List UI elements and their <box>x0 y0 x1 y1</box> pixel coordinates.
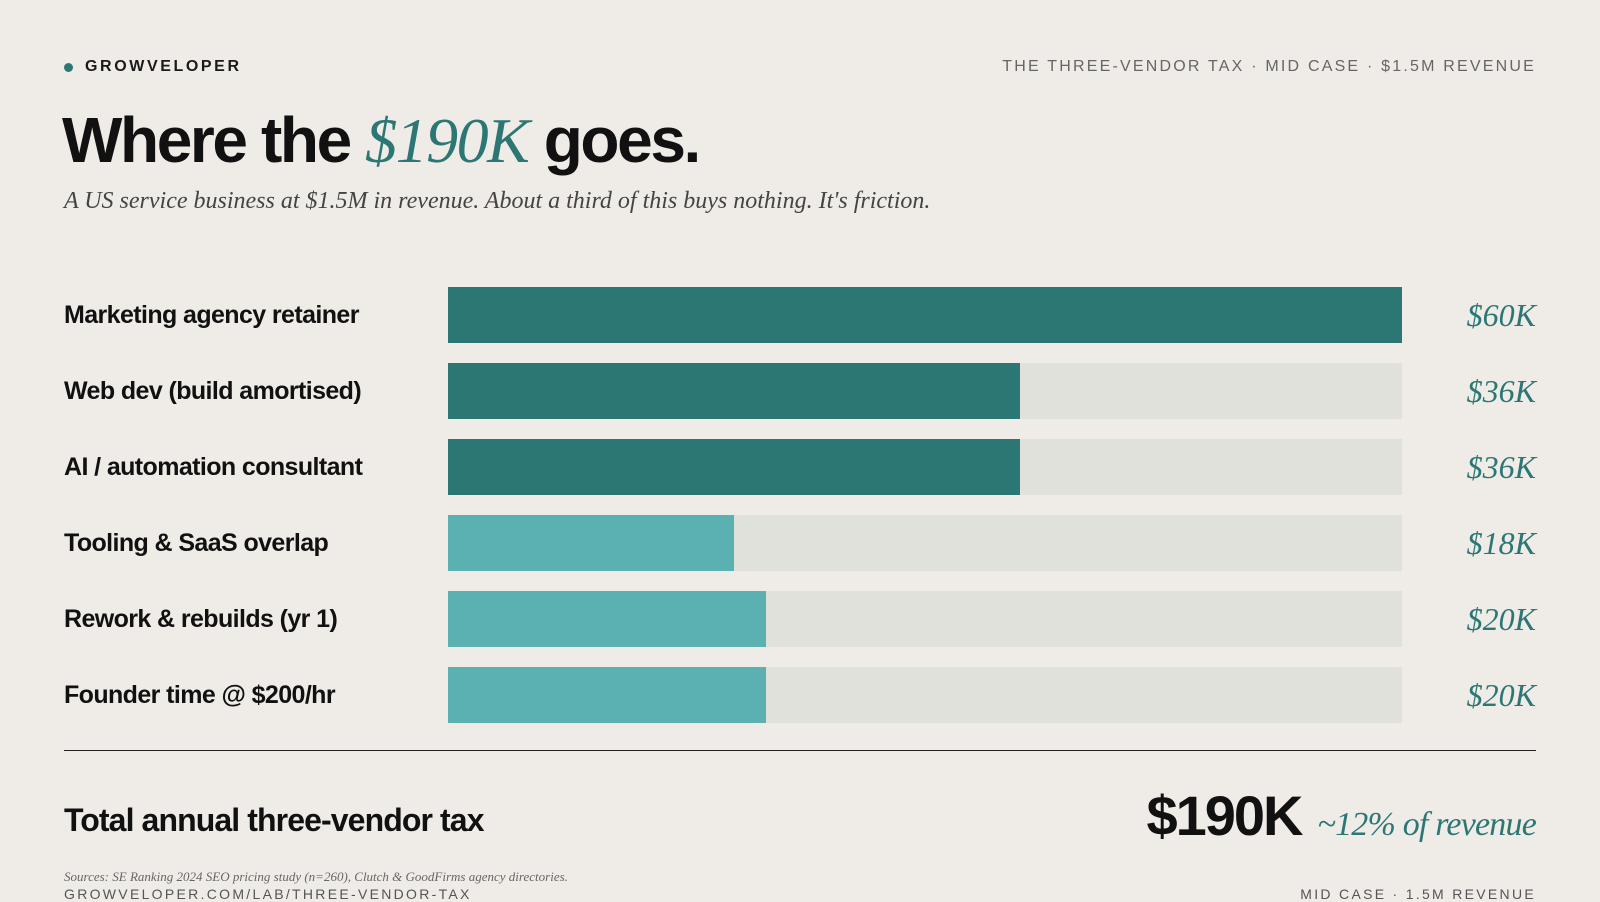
sources-note: Sources: SE Ranking 2024 SEO pricing stu… <box>64 869 568 884</box>
page-subtitle: A US service business at $1.5M in revenu… <box>64 188 931 214</box>
total-label: Total annual three-vendor tax <box>64 802 485 838</box>
brand-dot-icon <box>64 62 73 72</box>
bar-track <box>448 515 1402 571</box>
bar <box>448 439 1021 495</box>
chart-row: Marketing agency retainer $60K <box>64 287 1536 343</box>
bar <box>448 363 1021 419</box>
value-label: $36K <box>1466 449 1536 485</box>
chart-row: Tooling & SaaS overlap $18K <box>64 515 1536 571</box>
total-value: $190K <box>1146 784 1303 847</box>
category-label: Marketing agency retainer <box>64 301 359 329</box>
footer-url: GROWVELOPER.COM/LAB/THREE-VENDOR-TAX <box>64 886 472 902</box>
value-label: $60K <box>1466 297 1536 333</box>
bar <box>448 591 766 647</box>
bar <box>448 287 1402 343</box>
chart-row: Founder time @ $200/hr $20K <box>64 667 1536 723</box>
category-label: Tooling & SaaS overlap <box>64 529 329 557</box>
category-label: Rework & rebuilds (yr 1) <box>64 605 338 633</box>
value-label: $18K <box>1466 525 1536 561</box>
header-context: THE THREE-VENDOR TAX · MID CASE · $1.5M … <box>1002 58 1536 75</box>
brand: GROWVELOPER <box>64 58 242 76</box>
value-label: $36K <box>1466 373 1536 409</box>
chart-row: Rework & rebuilds (yr 1) $20K <box>64 591 1536 647</box>
value-label: $20K <box>1466 601 1536 637</box>
page-title: Where the $190K goes. <box>62 100 702 181</box>
total-revenue-share: ~12% of revenue <box>1317 806 1537 843</box>
title-prefix: Where the <box>62 104 366 176</box>
cost-bar-chart: Marketing agency retainer $60K Web dev (bu… <box>64 287 1536 743</box>
chart-row: AI / automation consultant $36K <box>64 439 1536 495</box>
bar-track <box>448 667 1402 723</box>
title-suffix: goes. <box>528 104 702 176</box>
footer-case: MID CASE · 1.5M REVENUE <box>1300 886 1536 902</box>
bar-track <box>448 591 1402 647</box>
bar <box>448 515 735 571</box>
chart-row: Web dev (build amortised) $36K <box>64 363 1536 419</box>
bar-track <box>448 439 1402 495</box>
category-label: Founder time @ $200/hr <box>64 681 336 709</box>
title-accent-amount: $190K <box>365 105 530 176</box>
value-label: $20K <box>1466 677 1536 713</box>
category-label: Web dev (build amortised) <box>64 377 362 405</box>
category-label: AI / automation consultant <box>64 453 363 481</box>
total-summary: $190K ~12% of revenue <box>1146 783 1536 849</box>
bar-track <box>448 363 1402 419</box>
total-divider <box>64 750 1536 751</box>
bar <box>448 667 766 723</box>
bar-track <box>448 287 1402 343</box>
brand-name: GROWVELOPER <box>85 58 242 75</box>
